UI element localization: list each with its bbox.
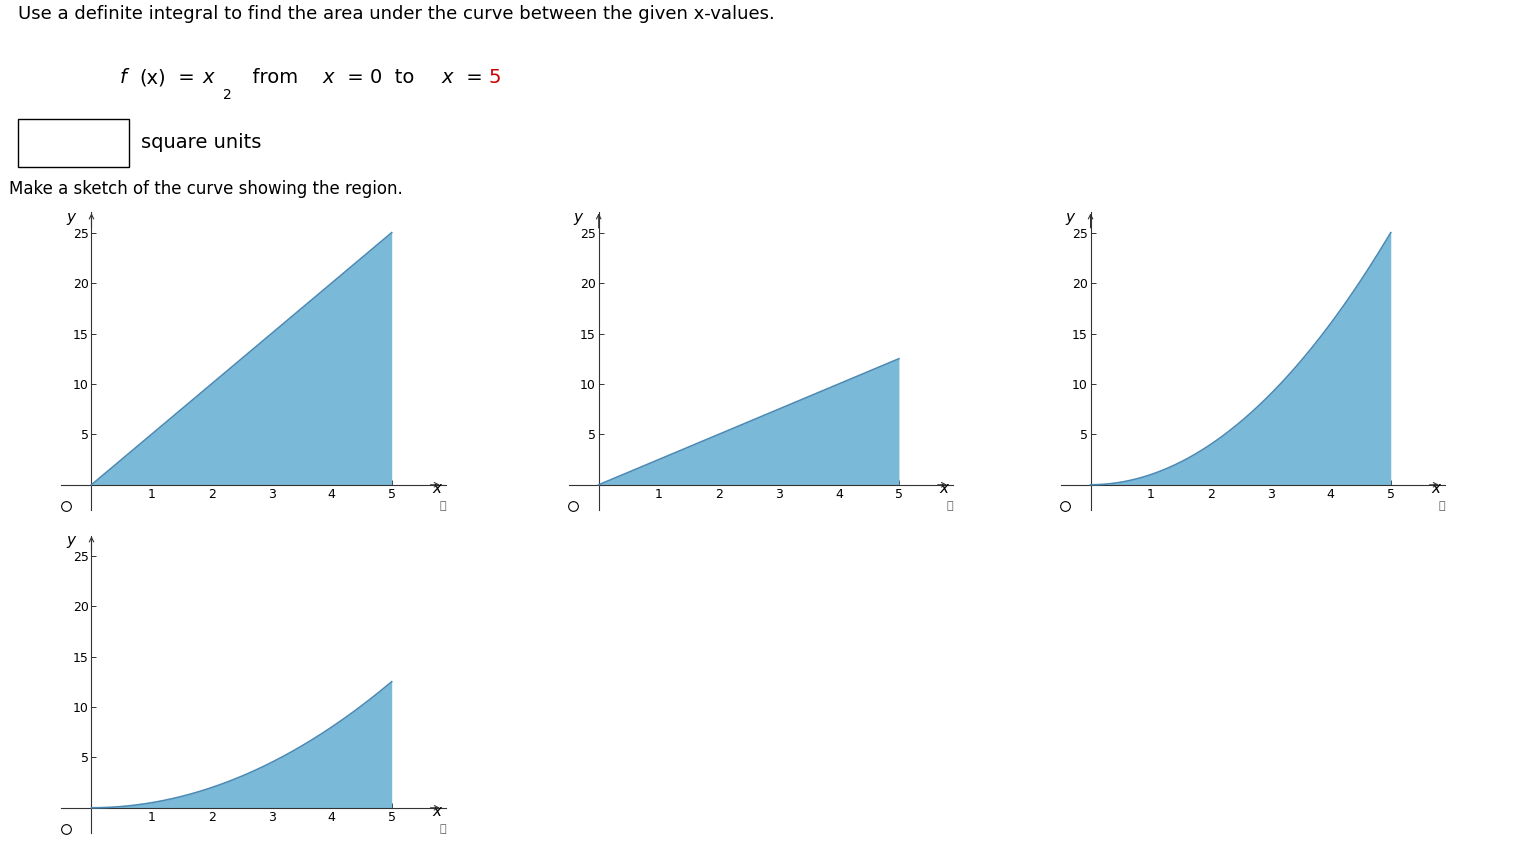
Text: x: x [441,68,452,87]
Text: = 0  to: = 0 to [341,68,427,87]
Text: ⓘ: ⓘ [440,501,446,511]
Text: =: = [460,68,489,87]
Text: x: x [432,804,441,819]
Text: y: y [66,210,75,225]
Text: Use a definite integral to find the area under the curve between the given x-val: Use a definite integral to find the area… [18,5,775,23]
Text: x: x [939,481,948,496]
Text: (x): (x) [140,68,166,87]
Text: 2: 2 [223,88,232,102]
Text: x: x [432,481,441,496]
Text: y: y [1065,210,1074,225]
FancyBboxPatch shape [18,119,129,167]
Text: y: y [573,210,583,225]
Text: f: f [120,68,126,87]
Text: ⓘ: ⓘ [440,824,446,834]
Text: x: x [203,68,214,87]
Text: ⓘ: ⓘ [1439,501,1445,511]
Text: x: x [323,68,334,87]
Text: y: y [66,533,75,548]
Text: x: x [1431,481,1440,496]
Text: ⓘ: ⓘ [947,501,953,511]
Text: Make a sketch of the curve showing the region.: Make a sketch of the curve showing the r… [9,180,403,198]
Text: =: = [172,68,201,87]
Text: 5: 5 [489,68,501,87]
Text: square units: square units [141,133,261,152]
Text: from: from [240,68,310,87]
